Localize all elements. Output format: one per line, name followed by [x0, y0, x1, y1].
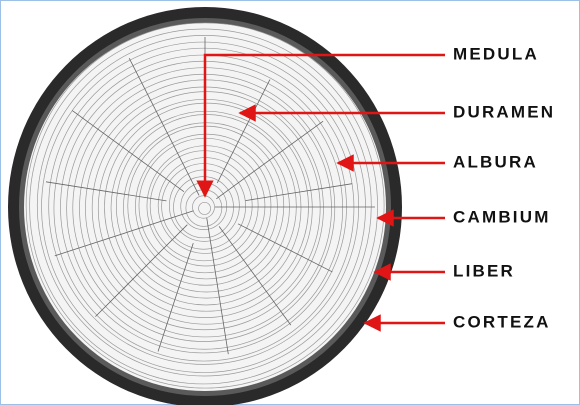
part-label: CORTEZA — [453, 312, 551, 331]
part-label: CAMBIUM — [453, 207, 551, 226]
page: MEDULADURAMENALBURACAMBIUMLIBERCORTEZA (… — [0, 0, 580, 405]
part-label: DURAMEN — [453, 102, 555, 121]
diagram: MEDULA DURAMEN ALBURA CAMBIUM LIBER CORTEZA — [0, 0, 580, 405]
part-label: LIBER — [453, 261, 515, 280]
part-label: MEDULA — [453, 44, 539, 63]
part-label: ALBURA — [453, 152, 538, 171]
